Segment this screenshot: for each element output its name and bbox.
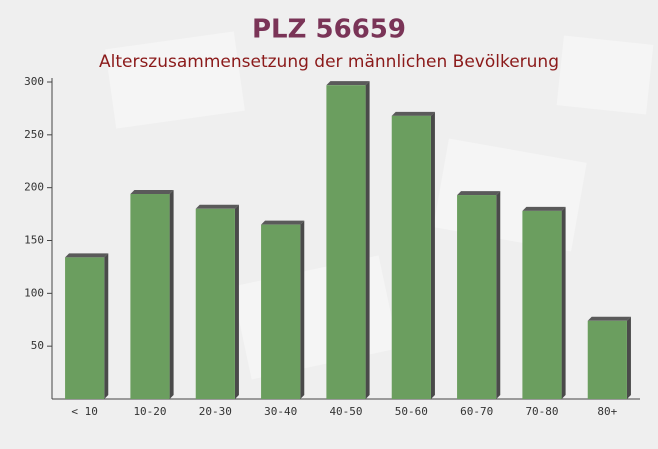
bar-side xyxy=(300,220,305,399)
bar-side xyxy=(430,111,435,400)
x-tick-label: 10-20 xyxy=(133,405,166,418)
bar xyxy=(261,224,301,399)
bar-top xyxy=(587,316,631,321)
y-tick-label: 300 xyxy=(24,75,44,88)
bar-top xyxy=(261,220,305,225)
bar xyxy=(65,257,105,399)
bar-side xyxy=(169,190,174,399)
bar xyxy=(195,208,235,399)
bar-top xyxy=(130,190,174,195)
x-tick-label: 30-40 xyxy=(264,405,297,418)
bar-side xyxy=(626,316,631,399)
chart-subtitle: Alterszusammensetzung der männlichen Bev… xyxy=(99,52,559,72)
bar-side xyxy=(234,204,239,399)
chart-title: PLZ 56659 xyxy=(252,15,406,45)
bar-top xyxy=(522,206,566,211)
bar-side xyxy=(496,191,501,399)
y-tick-label: 100 xyxy=(24,286,44,299)
x-tick-label: 80+ xyxy=(597,405,617,418)
bar-top xyxy=(391,111,435,116)
bar xyxy=(457,195,497,399)
bar-side xyxy=(561,206,566,399)
bar-top xyxy=(195,204,239,209)
y-tick-label: 200 xyxy=(24,181,44,194)
bar-side xyxy=(104,253,109,399)
x-tick-label: 40-50 xyxy=(329,405,362,418)
bar-top xyxy=(65,253,109,258)
bar-top xyxy=(326,81,370,86)
bar xyxy=(130,194,170,399)
bar-top xyxy=(457,191,501,196)
bar xyxy=(326,85,366,400)
y-tick-label: 50 xyxy=(31,339,44,352)
bar xyxy=(587,320,627,399)
x-tick-label: 70-80 xyxy=(525,405,558,418)
bar-side xyxy=(365,81,370,400)
bar xyxy=(391,115,431,400)
bar xyxy=(522,210,562,399)
y-tick-label: 150 xyxy=(24,234,44,247)
x-tick-label: < 10 xyxy=(71,405,98,418)
x-tick-label: 50-60 xyxy=(395,405,428,418)
x-tick-label: 60-70 xyxy=(460,405,493,418)
y-tick-label: 250 xyxy=(24,128,44,141)
x-tick-label: 20-30 xyxy=(199,405,232,418)
